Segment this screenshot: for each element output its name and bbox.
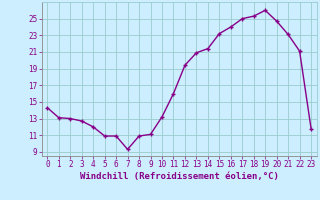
X-axis label: Windchill (Refroidissement éolien,°C): Windchill (Refroidissement éolien,°C) [80,172,279,181]
